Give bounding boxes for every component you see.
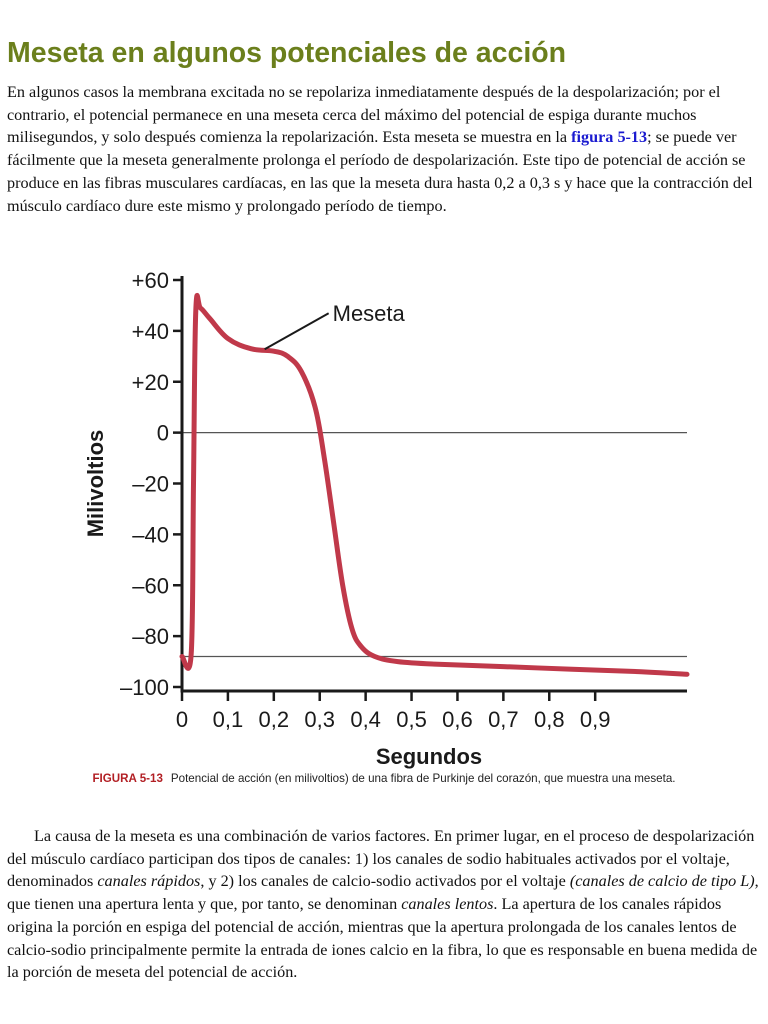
x-tick-label: 0,5	[396, 707, 427, 732]
series-line-0	[179, 292, 690, 677]
y-tick-label: +60	[132, 268, 169, 293]
action-potential-chart: +60 +40 +20 0 –20 –40 –60 –80 –100 0 0,1 0,2 0,3 0,4…	[83, 268, 690, 769]
figure-5-13: +60 +40 +20 0 –20 –40 –60 –80 –100 0 0,1 0,2 0,3 0,4…	[70, 255, 710, 775]
body-text-2: , y 2) los canales de calcio-sodio activ…	[200, 872, 570, 891]
y-tick-label: –60	[132, 573, 169, 598]
x-tick-label: 0,7	[488, 707, 519, 732]
x-axis-ticks: 0 0,1 0,2 0,3 0,4 0,5 0,6 0,7 0,8 0,9	[176, 691, 611, 732]
x-tick-label: 0,3	[304, 707, 335, 732]
x-tick-label: 0	[176, 707, 188, 732]
x-tick-label: 0,2	[259, 707, 290, 732]
x-axis-title: Segundos	[376, 744, 482, 769]
y-tick-label: +20	[132, 370, 169, 395]
x-tick-label: 0,8	[534, 707, 565, 732]
annotation-label-0: Meseta	[333, 301, 406, 326]
section-title: Meseta en algunos potenciales de acción	[7, 37, 567, 69]
y-tick-label: –40	[132, 522, 169, 547]
x-tick-label: 0,4	[350, 707, 381, 732]
axes	[180, 276, 687, 693]
x-tick-label: 0,1	[213, 707, 244, 732]
body-text-4: . La apertura de los canales rápidos ori…	[7, 895, 758, 982]
intro-text-after-link: ; se puede ver fácilmente que la meseta …	[7, 128, 753, 215]
y-tick-label: –20	[132, 472, 169, 497]
series-group	[179, 292, 690, 677]
term-slow-channels: canales lentos	[401, 895, 494, 914]
y-tick-label: –80	[132, 624, 169, 649]
body-text-3: , que tienen una apertura lenta y que, p…	[7, 872, 759, 914]
annotation-leader-0	[264, 312, 330, 351]
y-axis-title: Milivoltios	[83, 430, 108, 538]
term-l-type-channels: (canales de calcio de tipo L)	[569, 872, 755, 891]
figure-label: FIGURA 5-13	[92, 772, 163, 785]
body-text-1: La causa de la meseta es una combinación…	[7, 827, 755, 891]
body-paragraph: La causa de la meseta es una combinación…	[7, 825, 759, 984]
intro-paragraph: En algunos casos la membrana excitada no…	[7, 81, 759, 217]
y-tick-label: 0	[157, 421, 169, 446]
figure-caption: FIGURA 5-13 Potencial de acción (en miliv…	[60, 770, 708, 787]
reference-lines	[182, 431, 687, 658]
x-tick-label: 0,6	[442, 707, 473, 732]
x-tick-label: 0,9	[580, 707, 611, 732]
y-axis-ticks: +60 +40 +20 0 –20 –40 –60 –80 –100	[120, 268, 182, 700]
y-tick-label: +40	[132, 319, 169, 344]
annotations: Meseta	[264, 301, 406, 351]
figure-caption-text: Potencial de acción (en milivoltios) de …	[170, 772, 676, 785]
figure-link[interactable]: figura 5-13	[571, 128, 648, 147]
intro-text-before-link: En algunos casos la membrana excitada no…	[7, 83, 721, 147]
term-fast-channels: canales rápidos	[97, 872, 201, 891]
y-tick-label: –100	[120, 675, 169, 700]
